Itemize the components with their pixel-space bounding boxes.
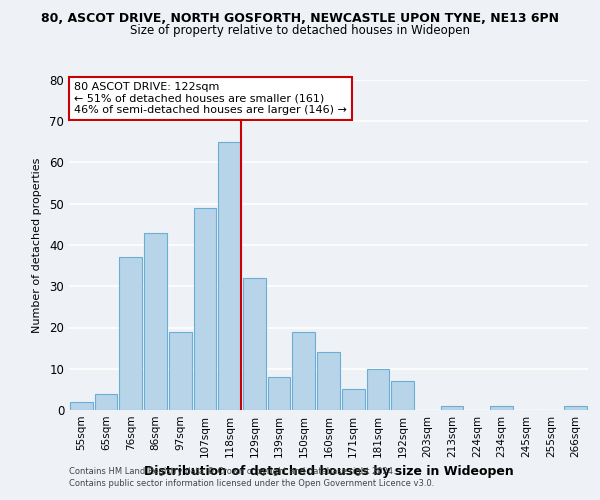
Bar bbox=[564, 406, 587, 410]
Bar bbox=[95, 394, 118, 410]
Bar bbox=[317, 352, 340, 410]
Bar bbox=[194, 208, 216, 410]
X-axis label: Distribution of detached houses by size in Wideopen: Distribution of detached houses by size … bbox=[143, 466, 514, 478]
Bar bbox=[391, 381, 414, 410]
Bar bbox=[367, 369, 389, 410]
Bar bbox=[119, 258, 142, 410]
Bar bbox=[441, 406, 463, 410]
Text: Contains HM Land Registry data © Crown copyright and database right 2024.: Contains HM Land Registry data © Crown c… bbox=[69, 467, 395, 476]
Bar bbox=[70, 402, 93, 410]
Bar bbox=[218, 142, 241, 410]
Text: 80 ASCOT DRIVE: 122sqm
← 51% of detached houses are smaller (161)
46% of semi-de: 80 ASCOT DRIVE: 122sqm ← 51% of detached… bbox=[74, 82, 347, 115]
Bar bbox=[169, 332, 191, 410]
Bar bbox=[144, 232, 167, 410]
Bar bbox=[268, 377, 290, 410]
Bar bbox=[490, 406, 513, 410]
Bar bbox=[292, 332, 315, 410]
Bar bbox=[342, 390, 365, 410]
Text: Contains public sector information licensed under the Open Government Licence v3: Contains public sector information licen… bbox=[69, 478, 434, 488]
Bar bbox=[243, 278, 266, 410]
Y-axis label: Number of detached properties: Number of detached properties bbox=[32, 158, 43, 332]
Text: Size of property relative to detached houses in Wideopen: Size of property relative to detached ho… bbox=[130, 24, 470, 37]
Text: 80, ASCOT DRIVE, NORTH GOSFORTH, NEWCASTLE UPON TYNE, NE13 6PN: 80, ASCOT DRIVE, NORTH GOSFORTH, NEWCAST… bbox=[41, 12, 559, 26]
